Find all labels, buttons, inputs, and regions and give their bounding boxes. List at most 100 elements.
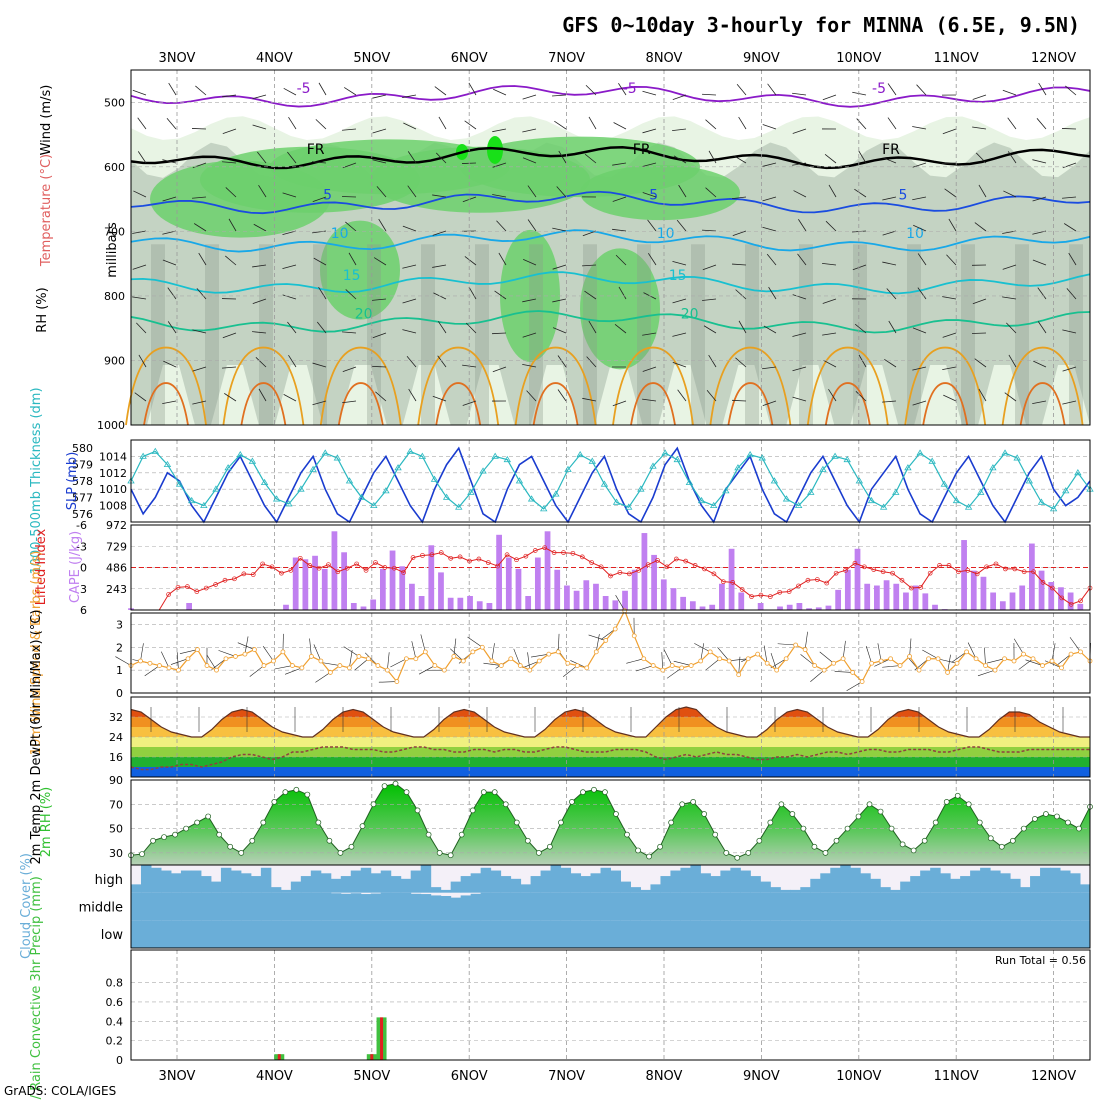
cloud-cell — [180, 870, 192, 893]
wind-point — [622, 608, 628, 614]
wind-barb — [284, 667, 303, 675]
cloud-cell — [210, 892, 222, 921]
thickness-point — [515, 477, 524, 484]
thickness-point — [527, 495, 536, 502]
wind-barb — [978, 388, 987, 402]
cape-bar — [1009, 592, 1016, 610]
wind-barb — [557, 633, 560, 652]
cloud-cell — [690, 892, 701, 921]
wind-barb — [635, 665, 654, 672]
wind-barb — [1013, 638, 1024, 655]
cloud-cell — [630, 892, 641, 921]
slp-line — [130, 446, 1091, 524]
cape-bar — [883, 580, 890, 610]
slp-tick-label: 1014 — [99, 450, 127, 463]
thickness-point — [467, 488, 475, 495]
rh-point — [480, 789, 487, 795]
wind-barb — [762, 226, 777, 232]
wind-barb — [705, 187, 717, 198]
cape-bar — [476, 601, 483, 610]
rh-point — [359, 823, 366, 829]
lifted-point — [683, 558, 689, 564]
wind-barb — [527, 219, 537, 232]
cloud-cell — [400, 892, 412, 921]
wind-barb — [600, 628, 616, 641]
rh-streak — [529, 244, 543, 425]
lifted-point — [288, 567, 294, 573]
rh-streak — [151, 244, 165, 425]
wind-barb — [882, 230, 897, 236]
wind-point — [470, 649, 476, 655]
wind-barb — [888, 320, 897, 334]
thickness-point — [236, 450, 244, 458]
rh-point — [315, 819, 322, 826]
thickness-tick-label: 580 — [72, 442, 93, 455]
cloud-cell — [480, 892, 492, 921]
wind-barb — [211, 658, 227, 670]
rh-point — [293, 786, 300, 793]
cape-bar — [641, 533, 648, 610]
wind-barb — [222, 128, 237, 135]
rh-streak — [205, 244, 219, 425]
wind-barb — [252, 264, 267, 268]
cape-bar — [738, 592, 745, 610]
cloud-cell — [150, 892, 162, 921]
cloud-cell — [940, 873, 951, 893]
lifted-point — [890, 570, 895, 576]
cloud-cell — [170, 892, 182, 921]
wind-barb — [372, 128, 387, 134]
wind-barb — [168, 82, 177, 96]
rh-point — [205, 813, 212, 820]
rh-point — [833, 837, 840, 844]
lifted-point — [260, 561, 265, 567]
wind-barb — [192, 400, 207, 405]
cape-bar — [564, 585, 570, 610]
wind-barb — [614, 324, 627, 334]
thickness-point — [1049, 505, 1058, 512]
cloud-cell — [580, 876, 592, 893]
wind-barb — [402, 298, 417, 304]
cloud-cell — [960, 892, 971, 921]
wind-point — [603, 638, 609, 643]
thickness-point — [200, 501, 208, 508]
wind-point — [327, 670, 333, 675]
cloud-cell — [540, 892, 552, 921]
wind-barb — [822, 94, 837, 101]
lifted-point — [862, 564, 867, 570]
cape-bar — [835, 589, 842, 610]
cloud-cell — [370, 873, 382, 893]
cape-bar — [815, 607, 822, 610]
lifted-point — [232, 576, 237, 582]
cape-bar — [961, 540, 967, 610]
cloud-cell — [1030, 920, 1041, 948]
temp-tick-label: 32 — [109, 711, 123, 724]
thickness-point — [491, 452, 499, 459]
wind-barb — [224, 393, 237, 402]
cloud-cell — [1010, 892, 1021, 921]
wind-barb — [700, 643, 705, 662]
cloud-cell — [780, 920, 791, 948]
rh-point — [227, 843, 234, 850]
wind-point — [527, 667, 533, 673]
cloud-cell — [460, 895, 472, 921]
date-label-top: 7NOV — [548, 51, 585, 66]
date-label-bottom: 11NOV — [934, 1069, 979, 1084]
cloud-cell — [840, 920, 851, 948]
rh-point — [1076, 825, 1082, 832]
wind-barb — [408, 388, 417, 402]
wind-barb — [237, 642, 255, 650]
wind-point — [935, 656, 941, 662]
rh-point — [139, 851, 145, 857]
cloud-cell — [580, 892, 592, 921]
lifted-point — [909, 585, 914, 591]
cloud-cell — [970, 920, 981, 948]
cloud-cell — [760, 892, 771, 921]
cloud-cell — [560, 920, 572, 948]
wind-barb — [762, 366, 777, 370]
wind-barb — [792, 162, 807, 166]
wind-barb — [349, 650, 353, 668]
wind-barb — [513, 648, 521, 666]
rh-point — [602, 789, 608, 795]
wind-point — [964, 649, 969, 655]
wind-point — [802, 647, 808, 652]
